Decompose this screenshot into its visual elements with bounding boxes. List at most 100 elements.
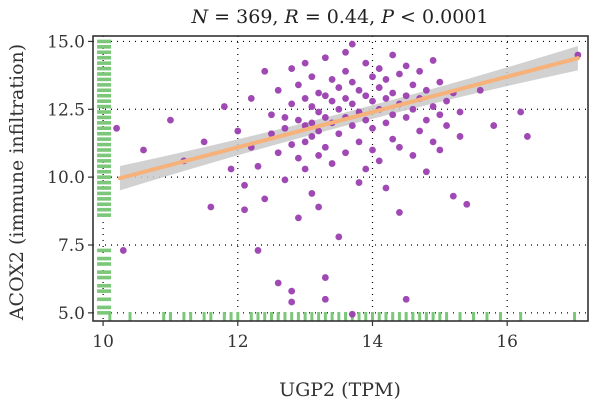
- y-rug-mark-13: [97, 197, 112, 201]
- x-rug-mark-40: [445, 312, 449, 321]
- data-point-54: [321, 274, 329, 281]
- data-point-97: [389, 135, 397, 143]
- x-rug-mark-17: [290, 312, 294, 321]
- y-axis-label: ACOX2 (immune infiltration): [6, 44, 28, 321]
- data-point-46: [315, 108, 323, 116]
- data-point-89: [375, 157, 383, 165]
- y-rug-mark-40: [97, 50, 112, 55]
- data-point-113: [422, 116, 430, 124]
- x-rug-mark-14: [269, 312, 273, 321]
- data-point-11: [241, 206, 248, 214]
- data-point-129: [490, 122, 498, 129]
- y-rug-mark-3: [97, 289, 112, 293]
- data-point-36: [301, 95, 309, 102]
- y-rug-mark-7: [97, 262, 112, 266]
- y-rug-mark-30: [97, 104, 112, 109]
- data-point-63: [335, 233, 343, 241]
- y-rug-mark-24: [97, 137, 112, 141]
- data-point-105: [402, 295, 410, 303]
- data-point-19: [268, 111, 275, 119]
- y-rug-mark-14: [97, 191, 112, 196]
- x-rug-mark-35: [411, 312, 415, 321]
- regression-line: [117, 56, 580, 181]
- chart-title-part-1: = 369,: [208, 6, 284, 28]
- data-point-69: [348, 40, 356, 48]
- y-tick-label-1: 7.5: [58, 236, 85, 256]
- data-point-3: [167, 116, 174, 124]
- y-rug-mark-2: [97, 297, 112, 302]
- data-point-10: [241, 181, 248, 189]
- x-tick-label-0: 10: [92, 332, 114, 352]
- x-tick-label-3: 16: [496, 332, 518, 352]
- data-point-0: [113, 124, 120, 132]
- data-point-108: [409, 152, 417, 159]
- data-point-125: [456, 108, 464, 116]
- x-rug-mark-3: [168, 312, 172, 321]
- chart-title: N = 369, R = 0.44, P < 0.0001: [191, 6, 489, 28]
- x-rug-mark-38: [431, 312, 435, 321]
- y-rug-mark-33: [97, 88, 112, 93]
- x-rug-mark-32: [391, 312, 395, 321]
- data-point-7: [220, 103, 228, 110]
- data-point-130: [517, 108, 525, 116]
- y-rug-mark-8: [97, 256, 112, 261]
- y-rug-mark-19: [97, 164, 112, 169]
- data-point-44: [308, 190, 316, 197]
- data-point-50: [321, 54, 329, 62]
- x-tick-label-2: 14: [362, 332, 384, 352]
- data-point-2: [140, 146, 147, 154]
- data-point-109: [416, 67, 424, 75]
- y-rug-mark-27: [97, 121, 112, 125]
- data-point-127: [463, 200, 471, 208]
- data-point-35: [301, 59, 309, 67]
- data-point-96: [389, 111, 397, 119]
- x-rug-mark-0: [108, 312, 112, 321]
- x-rug-mark-16: [283, 312, 287, 321]
- data-point-79: [362, 92, 370, 100]
- x-rug-mark-30: [377, 312, 381, 321]
- x-rug-mark-19: [303, 312, 307, 321]
- data-point-87: [375, 84, 383, 91]
- data-point-43: [308, 133, 316, 140]
- data-point-104: [402, 114, 410, 121]
- plot-frame: [92, 35, 589, 322]
- data-point-25: [281, 176, 289, 184]
- y-rug-mark-32: [97, 93, 112, 98]
- data-point-82: [369, 73, 376, 81]
- data-point-56: [328, 76, 336, 83]
- x-rug-mark-41: [458, 312, 462, 321]
- data-point-55: [321, 295, 329, 303]
- x-rug-mark-12: [256, 312, 260, 321]
- y-rug-mark-35: [97, 77, 112, 82]
- data-point-95: [389, 89, 397, 97]
- data-point-39: [301, 165, 309, 173]
- data-point-6: [207, 203, 215, 211]
- y-rug-mark-37: [97, 66, 112, 71]
- data-point-16: [261, 67, 269, 75]
- data-point-102: [402, 62, 410, 70]
- data-point-23: [281, 114, 289, 121]
- data-point-93: [382, 184, 390, 192]
- x-rug-mark-34: [404, 312, 408, 321]
- data-point-17: [261, 195, 269, 203]
- x-rug-mark-44: [498, 312, 502, 321]
- y-rug-mark-42: [97, 39, 112, 44]
- x-rug-mark-1: [128, 312, 132, 321]
- data-point-76: [355, 138, 363, 146]
- data-point-12: [247, 95, 255, 102]
- data-point-9: [234, 127, 242, 135]
- data-point-31: [295, 81, 302, 89]
- y-rug-mark-34: [97, 83, 112, 87]
- y-rug-mark-0: [97, 311, 112, 315]
- data-point-120: [436, 146, 444, 154]
- data-point-103: [402, 92, 410, 100]
- data-point-83: [369, 97, 376, 105]
- y-rug-mark-36: [97, 72, 112, 76]
- y-rug-mark-26: [97, 126, 112, 131]
- y-rug-mark-22: [97, 148, 112, 152]
- data-point-86: [375, 65, 383, 72]
- y-rug-mark-12: [97, 202, 112, 207]
- x-rug-mark-42: [472, 312, 476, 321]
- data-point-45: [315, 89, 323, 97]
- x-rug-mark-21: [317, 312, 321, 321]
